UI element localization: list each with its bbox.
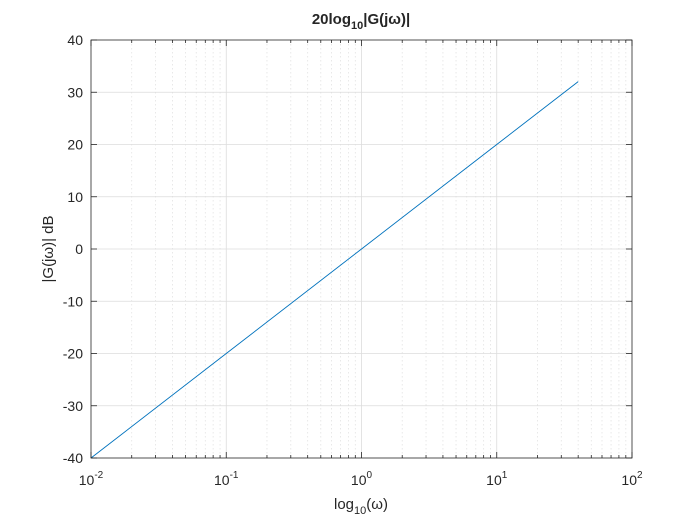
x-tick-label: 10-2 xyxy=(79,470,104,488)
axis-ticks xyxy=(90,39,633,459)
y-tick-label: 10 xyxy=(67,189,83,205)
x-tick-label: 10-1 xyxy=(214,470,239,488)
y-tick-label: 30 xyxy=(67,84,83,100)
series-group xyxy=(90,81,579,459)
y-tick-label: 0 xyxy=(75,241,83,257)
y-axis-label: |G(jω)| dB xyxy=(40,215,57,282)
x-tick-label: 101 xyxy=(486,470,508,488)
y-tick-label: 20 xyxy=(67,137,83,153)
chart-title: 20log10|G(jω)| xyxy=(312,11,410,32)
y-tick-label: -40 xyxy=(63,450,83,466)
y-tick-label: -30 xyxy=(63,398,83,414)
y-tick-label: 40 xyxy=(67,32,83,48)
x-tick-labels: 10-2 10-1 100 101 102 xyxy=(79,470,643,488)
x-tick-label: 102 xyxy=(621,470,643,488)
magnitude-line xyxy=(90,81,579,459)
x-tick-label: 100 xyxy=(351,470,373,488)
y-tick-labels: -40 -30 -20 -10 0 10 20 30 40 xyxy=(63,32,83,466)
y-tick-label: -20 xyxy=(63,346,83,362)
y-tick-label: -10 xyxy=(63,293,83,309)
x-axis-label: log10(ω) xyxy=(334,496,388,517)
grid xyxy=(91,40,632,458)
